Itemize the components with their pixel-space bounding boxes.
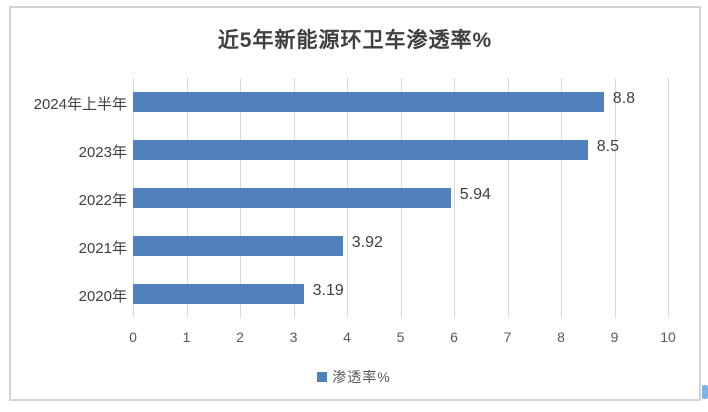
chart-title: 近5年新能源环卫车渗透率% [217, 29, 493, 52]
category-label: 2020年 [78, 288, 127, 305]
category-label: 2022年 [78, 192, 127, 209]
legend-label: 渗透率% [332, 369, 391, 385]
tick-label: 1 [182, 329, 191, 345]
tick-label: 5 [396, 329, 405, 345]
category-label: 2024年上半年 [33, 96, 127, 113]
tick-label: 7 [503, 329, 512, 345]
tick-label: 10 [660, 329, 676, 345]
gridline [507, 78, 509, 318]
gridline [454, 78, 455, 318]
bar-row: 8.8 [133, 78, 668, 126]
tick-label: 8 [557, 329, 565, 345]
bar [133, 140, 588, 160]
category-label: 2023年 [78, 144, 127, 161]
bar-row: 5.94 [133, 174, 668, 222]
bar [133, 284, 304, 304]
value-label: 8.5 [596, 138, 619, 155]
plot-area: 8.8 8.5 5.94 3.92 3.19 [133, 78, 669, 318]
tick-label: 0 [129, 329, 137, 345]
tick-label: 9 [610, 329, 619, 345]
tick-label: 2 [236, 329, 244, 345]
tick-label: 4 [343, 329, 351, 345]
category-label: 2021年 [78, 240, 127, 257]
tick-label: 6 [450, 329, 458, 345]
value-label: 5.94 [459, 186, 491, 203]
legend: 渗透率% [0, 367, 708, 387]
gridline [561, 78, 562, 318]
bar [133, 92, 604, 112]
legend-swatch-icon [317, 372, 328, 382]
bar [133, 188, 451, 208]
value-label: 8.8 [612, 90, 636, 107]
tick-label: 3 [289, 329, 298, 345]
value-label: 3.92 [351, 234, 383, 251]
bar-row: 3.19 [133, 270, 668, 318]
bar-row: 3.92 [133, 222, 668, 270]
bar-row: 8.5 [133, 126, 668, 174]
value-label: 3.19 [312, 282, 344, 299]
selection-handle-artifact [702, 385, 708, 399]
bar [133, 236, 343, 256]
gridline [668, 78, 669, 318]
gridline [614, 78, 616, 318]
